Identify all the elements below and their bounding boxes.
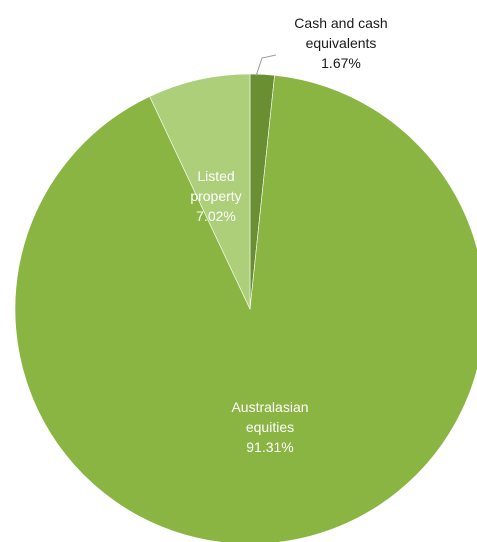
slice-label-cash: Cash and cash equivalents 1.67% [294,15,387,71]
slice-label-line: property [190,188,241,204]
slice-value-label: 1.67% [321,55,361,71]
slice-value-label: 91.31% [246,439,293,455]
slice-label-line: Listed [197,168,234,184]
slice-label-australasian: Australasian equities 91.31% [231,399,308,455]
slice-label-line: equivalents [306,35,377,51]
slice-label-line: equities [246,419,294,435]
pie-slice-listed [149,73,251,310]
pie-labels: Cash and cash equivalents 1.67% Australasia… [190,15,387,455]
leader-line-cash [255,54,277,77]
pie-slice-australasian [14,74,477,542]
slice-label-listed: Listed property 7.02% [190,168,241,224]
slice-label-line: Australasian [231,399,308,415]
slice-value-label: 7.02% [196,208,236,224]
slice-label-line: Cash and cash [294,15,387,31]
pie-slices [14,73,477,542]
